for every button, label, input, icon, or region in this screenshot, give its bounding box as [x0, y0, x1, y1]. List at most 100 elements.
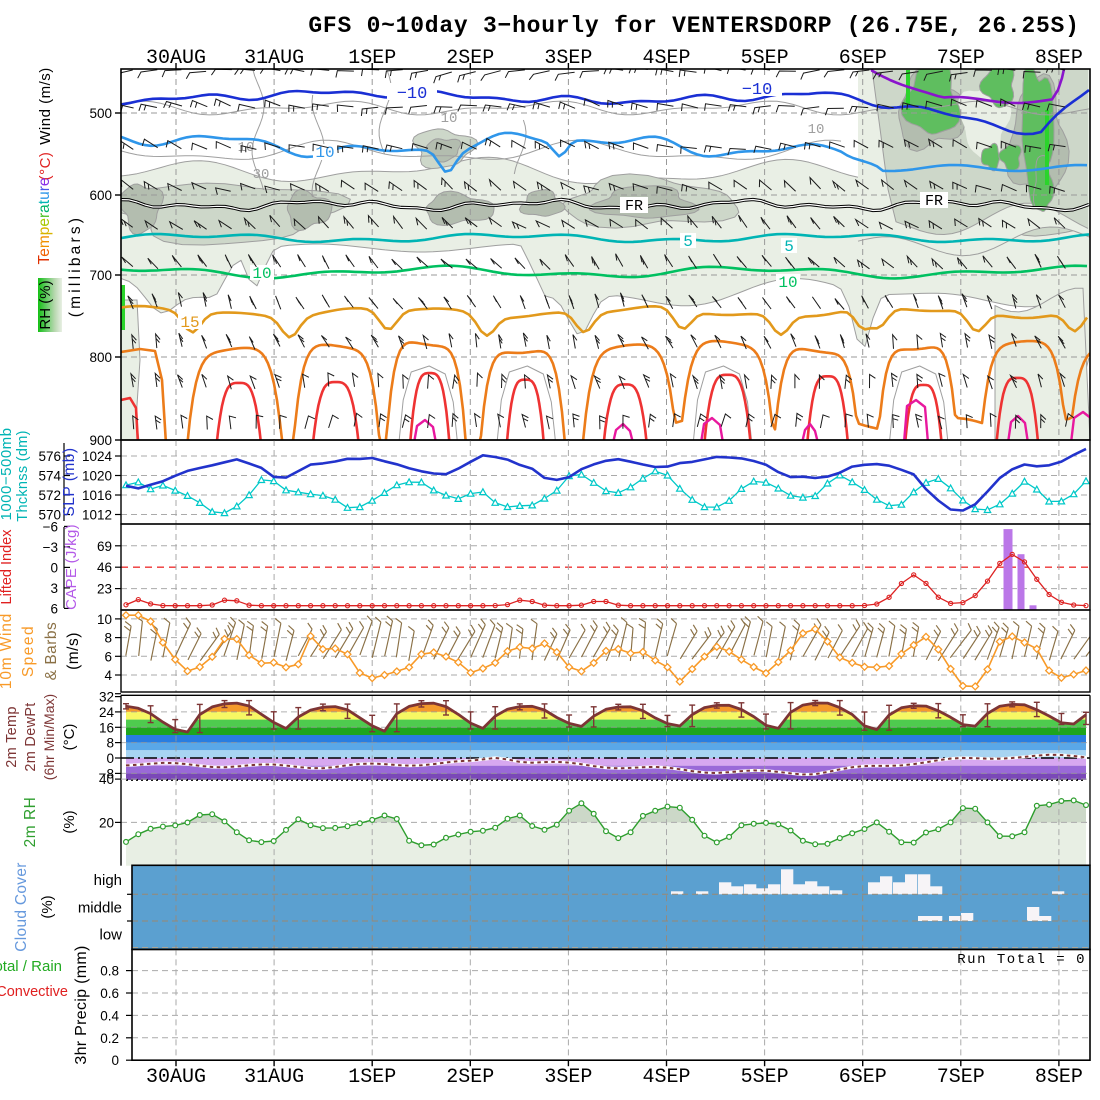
svg-text:30AUG: 30AUG — [146, 1066, 206, 1089]
svg-text:23: 23 — [97, 582, 112, 597]
svg-text:7SEP: 7SEP — [937, 47, 985, 70]
svg-text:Speed: Speed — [20, 625, 37, 677]
svg-text:0.2: 0.2 — [100, 1031, 119, 1046]
svg-text:5SEP: 5SEP — [741, 47, 789, 70]
svg-text:Temperature: Temperature — [36, 177, 53, 264]
svg-text:46: 46 — [97, 560, 112, 575]
svg-text:15: 15 — [180, 314, 199, 332]
svg-text:69: 69 — [97, 539, 112, 554]
svg-text:GFS 0~10day 3−hourly for VENTE: GFS 0~10day 3−hourly for VENTERSDORP (26… — [308, 13, 1079, 39]
svg-text:31AUG: 31AUG — [244, 47, 304, 70]
svg-text:10: 10 — [441, 111, 458, 127]
svg-text:2SEP: 2SEP — [446, 47, 494, 70]
svg-text:32: 32 — [99, 690, 114, 705]
svg-text:3hr Precip (mm): 3hr Precip (mm) — [73, 945, 90, 1064]
svg-text:40: 40 — [99, 772, 114, 787]
svg-text:3SEP: 3SEP — [544, 47, 592, 70]
svg-text:Lifted Index: Lifted Index — [0, 529, 15, 605]
svg-text:10: 10 — [808, 122, 825, 138]
svg-text:30AUG: 30AUG — [146, 47, 206, 70]
svg-text:0.6: 0.6 — [100, 986, 119, 1001]
svg-text:(°C): (°C) — [37, 152, 54, 181]
svg-text:(%): (%) — [39, 895, 56, 918]
svg-text:30: 30 — [253, 167, 270, 183]
svg-text:900: 900 — [89, 433, 112, 448]
svg-text:0: 0 — [106, 751, 114, 766]
svg-text:1012: 1012 — [82, 508, 112, 523]
svg-text:FR: FR — [925, 193, 943, 210]
svg-text:5: 5 — [683, 233, 693, 251]
svg-text:500: 500 — [89, 106, 112, 121]
svg-text:6SEP: 6SEP — [839, 47, 887, 70]
svg-text:2m DewPt: 2m DewPt — [23, 702, 39, 771]
svg-text:& Barbs: & Barbs — [43, 622, 60, 681]
svg-text:(millibars): (millibars) — [67, 215, 84, 317]
svg-text:576: 576 — [38, 449, 61, 464]
svg-text:8: 8 — [106, 736, 114, 751]
svg-text:CAPE (J/kg): CAPE (J/kg) — [63, 524, 80, 610]
svg-text:Total / Rain: Total / Rain — [0, 958, 62, 975]
svg-text:20: 20 — [99, 815, 114, 830]
svg-text:1SEP: 1SEP — [348, 1066, 396, 1089]
svg-text:−8: −8 — [99, 766, 114, 781]
svg-text:0.4: 0.4 — [100, 1008, 119, 1023]
svg-text:Run Total = 0: Run Total = 0 — [957, 952, 1086, 968]
svg-text:3: 3 — [50, 581, 58, 596]
svg-text:1020: 1020 — [82, 469, 112, 484]
svg-text:4: 4 — [104, 668, 112, 683]
svg-text:1SEP: 1SEP — [348, 47, 396, 70]
svg-text:−6: −6 — [43, 519, 58, 534]
svg-text:(%): (%) — [61, 810, 78, 833]
svg-text:−3: −3 — [43, 540, 58, 555]
svg-text:1000−500mb: 1000−500mb — [0, 428, 15, 521]
svg-text:2SEP: 2SEP — [446, 1066, 494, 1089]
svg-text:24: 24 — [99, 705, 115, 720]
svg-text:31AUG: 31AUG — [244, 1066, 304, 1089]
svg-text:800: 800 — [89, 350, 112, 365]
svg-text:10: 10 — [97, 612, 112, 627]
svg-text:572: 572 — [38, 488, 61, 503]
svg-text:10: 10 — [778, 274, 797, 292]
svg-text:4SEP: 4SEP — [642, 47, 690, 70]
svg-text:574: 574 — [38, 469, 61, 484]
svg-text:−10: −10 — [742, 81, 773, 100]
svg-text:16: 16 — [99, 720, 114, 735]
svg-text:Wind (m/s): Wind (m/s) — [37, 67, 54, 145]
svg-text:7SEP: 7SEP — [937, 1066, 985, 1089]
svg-text:10: 10 — [252, 265, 271, 283]
svg-text:(6hr Min/Max): (6hr Min/Max) — [41, 694, 57, 780]
svg-text:1016: 1016 — [82, 488, 112, 503]
svg-text:SLP (mb): SLP (mb) — [61, 447, 78, 516]
svg-text:6SEP: 6SEP — [839, 1066, 887, 1089]
svg-text:600: 600 — [89, 188, 112, 203]
svg-text:high: high — [94, 872, 122, 889]
svg-text:570: 570 — [38, 508, 61, 523]
svg-text:2m RH: 2m RH — [22, 797, 39, 848]
svg-text:10m Wind: 10m Wind — [0, 613, 15, 689]
svg-text:(m/s): (m/s) — [65, 632, 82, 670]
svg-text:(°C): (°C) — [61, 724, 78, 751]
svg-text:2m Temp: 2m Temp — [4, 706, 20, 767]
svg-text:low: low — [99, 927, 122, 944]
svg-text:Cloud Cover: Cloud Cover — [13, 862, 30, 951]
svg-text:700: 700 — [89, 268, 112, 283]
svg-text:6: 6 — [104, 649, 112, 664]
svg-text:5: 5 — [784, 238, 794, 256]
svg-text:−10: −10 — [397, 85, 428, 104]
svg-text:FR: FR — [625, 198, 643, 215]
svg-text:5SEP: 5SEP — [741, 1066, 789, 1089]
svg-text:0: 0 — [111, 1053, 119, 1068]
svg-text:8: 8 — [104, 631, 112, 646]
svg-text:3SEP: 3SEP — [544, 1066, 592, 1089]
svg-text:10: 10 — [315, 144, 334, 162]
svg-text:8SEP: 8SEP — [1035, 1066, 1083, 1089]
svg-text:8SEP: 8SEP — [1035, 47, 1083, 70]
svg-text:RH (%): RH (%) — [37, 280, 54, 329]
svg-text:4SEP: 4SEP — [642, 1066, 690, 1089]
svg-text:0.8: 0.8 — [100, 964, 119, 979]
svg-text:middle: middle — [78, 900, 122, 917]
svg-text:6: 6 — [50, 601, 58, 616]
svg-text:1024: 1024 — [82, 449, 113, 464]
svg-text:Thcknss (dm): Thcknss (dm) — [15, 430, 31, 521]
svg-text:0: 0 — [50, 560, 58, 575]
